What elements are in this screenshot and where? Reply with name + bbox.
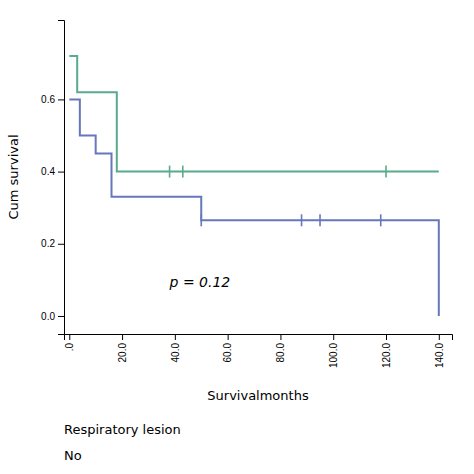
y-tick-label: 0.0 xyxy=(41,311,55,322)
chart: .020.040.060.080.0100.0120.0140.00.00.20… xyxy=(0,0,474,474)
x-tick-label: 100.0 xyxy=(328,343,339,368)
x-tick-label: 20.0 xyxy=(117,343,128,363)
censor-mark xyxy=(169,166,171,178)
y-tick: 0.6 xyxy=(41,94,64,105)
x-tick: 20.0 xyxy=(117,334,128,362)
x-tick-mark xyxy=(228,334,229,340)
marks xyxy=(69,56,439,316)
censor-mark xyxy=(182,166,184,178)
x-tick: 120.0 xyxy=(381,334,392,368)
y-tick: 0.4 xyxy=(41,166,64,177)
survival-curve xyxy=(69,99,439,316)
censor-mark xyxy=(301,214,303,226)
x-tick-label: 40.0 xyxy=(170,343,181,363)
y-axis: 0.0 0.2 0.4 0.6 xyxy=(41,21,64,335)
censor-mark xyxy=(385,166,387,178)
x-tick: 40.0 xyxy=(170,334,181,362)
y-tick-mark xyxy=(58,99,64,100)
censor-mark xyxy=(319,214,321,226)
plot-area: .020.040.060.080.0100.0120.0140.00.00.20… xyxy=(6,21,453,404)
y-tick-mark xyxy=(58,316,64,317)
x-tick-mark xyxy=(280,334,281,340)
x-tick-mark xyxy=(333,334,334,340)
note: No xyxy=(64,448,82,463)
x-tick: 60.0 xyxy=(222,334,233,362)
x-tick: .0 xyxy=(64,334,75,351)
x-tick-label: .0 xyxy=(64,343,75,352)
x-tick-mark xyxy=(122,334,123,340)
x-tick-mark xyxy=(386,334,387,340)
x-tick-label: 140.0 xyxy=(434,343,445,368)
y-tick-label: 0.2 xyxy=(41,238,55,249)
y-tick-label: 0.6 xyxy=(41,94,55,105)
note: Respiratory lesion xyxy=(64,422,181,437)
y-tick: 0.0 xyxy=(41,311,64,322)
y-axis-title: Cum survival xyxy=(6,134,21,219)
x-tick-label: 60.0 xyxy=(222,343,233,363)
y-tick-label: 0.4 xyxy=(41,166,55,177)
x-tick-mark xyxy=(175,334,176,340)
survival-curve xyxy=(69,56,439,171)
x-tick-mark xyxy=(439,334,440,340)
x-axis-title: Survivalmonths xyxy=(207,388,309,403)
censor-mark xyxy=(380,214,382,226)
x-tick-label: 80.0 xyxy=(275,343,286,363)
annotation: p = 0.12 xyxy=(169,274,231,290)
y-tick-mark xyxy=(58,244,64,245)
y-tick: 0.2 xyxy=(41,238,64,249)
x-tick-label: 120.0 xyxy=(381,343,392,368)
x-tick: 80.0 xyxy=(275,334,286,362)
y-tick-mark xyxy=(58,172,64,173)
x-tick-mark xyxy=(69,334,70,340)
x-tick: 140.0 xyxy=(434,334,445,368)
x-tick: 100.0 xyxy=(328,334,339,368)
x-axis: .0 20.0 40.0 60.0 80.0 100.0 120.0 140.0 xyxy=(64,334,453,368)
x-axis-line xyxy=(65,335,453,341)
censor-mark xyxy=(200,214,202,226)
y-axis-line xyxy=(58,21,65,335)
